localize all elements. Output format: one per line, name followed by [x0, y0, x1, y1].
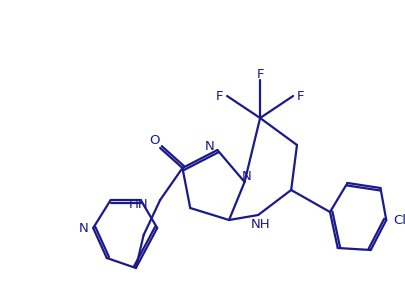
- Text: HN: HN: [129, 198, 149, 210]
- Text: Cl: Cl: [393, 214, 405, 227]
- Text: F: F: [256, 67, 264, 81]
- Text: N: N: [205, 139, 215, 152]
- Text: F: F: [215, 89, 223, 102]
- Text: N: N: [242, 170, 252, 182]
- Text: N: N: [79, 221, 88, 235]
- Text: F: F: [297, 89, 305, 102]
- Text: O: O: [149, 135, 160, 148]
- Text: NH: NH: [250, 218, 270, 231]
